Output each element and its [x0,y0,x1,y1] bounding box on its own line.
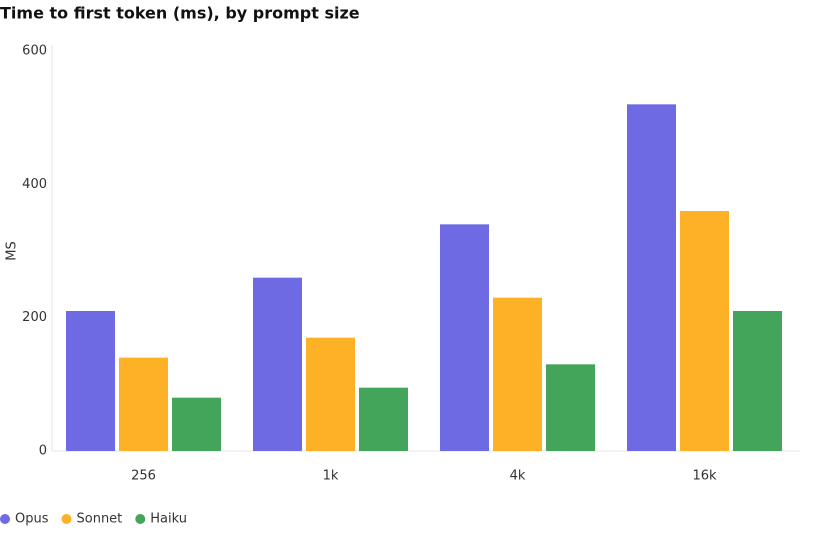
bar [546,364,595,451]
legend-label: Haiku [150,512,187,527]
bar [680,211,729,451]
bar [66,311,115,451]
bar [306,337,355,451]
legend-marker [135,514,146,524]
y-tick-label: 200 [22,310,47,325]
chart-title: Time to first token (ms), by prompt size [0,4,360,23]
legend-label: Opus [15,512,49,527]
y-tick-label: 0 [39,444,47,459]
legend-marker [0,514,10,524]
bar [172,397,221,451]
bar [253,277,302,451]
bar [440,224,489,451]
x-tick-label: 1k [323,469,339,484]
bar [627,104,676,451]
y-axis-label: MS [5,241,20,260]
bar [493,297,542,451]
legend-marker [61,514,72,524]
legend-label: Sonnet [77,512,123,527]
bar [733,311,782,451]
bar [359,387,408,451]
y-tick-label: 600 [22,44,47,59]
bar [119,357,168,451]
x-tick-label: 16k [692,469,717,484]
x-tick-label: 256 [131,469,156,484]
y-tick-label: 400 [22,177,47,192]
x-tick-label: 4k [510,469,526,484]
